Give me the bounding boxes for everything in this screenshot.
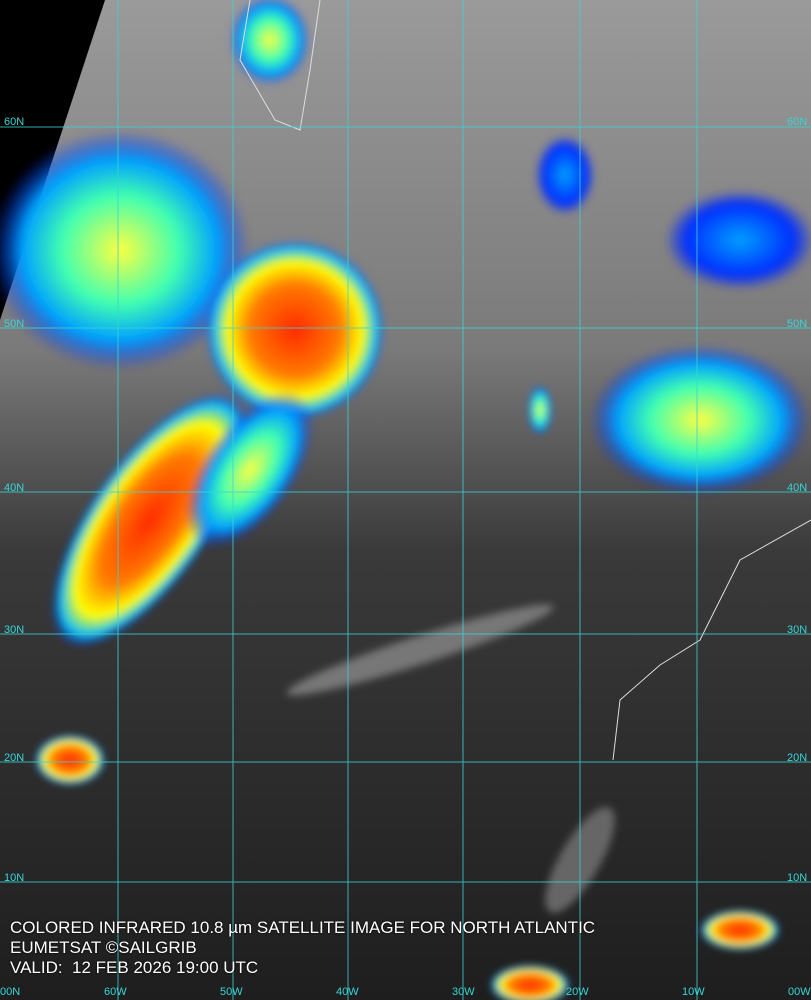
cold-front [50,392,250,648]
storm-south [490,965,570,1000]
lat-label: 40N [4,482,25,494]
africa-coastline [612,519,811,761]
cloud-canada [0,130,250,370]
storm-north [205,240,385,420]
storm-caribbean [35,735,105,785]
lon-label: 10W [682,986,705,998]
greenland-coastline [239,0,321,131]
image-credit: EUMETSAT ©SAILGRIB [10,938,197,957]
lon-label: 60W [104,986,127,998]
greenland-cold [230,0,310,85]
cloud-band [186,391,314,549]
lon-label: 00W [788,986,811,998]
lat-label-right: 20N [787,752,808,764]
valid-time: VALID: 12 FEB 2026 19:00 UTC [10,958,259,977]
cloud-iberia [590,345,810,495]
lat-label: 20N [4,752,25,764]
lat-label-right: 30N [787,624,808,636]
lat-label-right: 60N [787,116,808,128]
cloud-uk [665,190,811,290]
lat-label: 30N [4,624,25,636]
lon-label: 30W [452,986,475,998]
lat-label: 60N [4,116,25,128]
lat-label-right: 50N [787,318,808,330]
lon-label: 20W [566,986,589,998]
lat-label: 10N [4,872,25,884]
cloud-small [535,135,595,215]
lat-label: 50N [4,318,25,330]
lat-label-right: 10N [787,872,808,884]
lon-label: 00N [0,986,21,998]
lon-label: 50W [220,986,243,998]
image-title: COLORED INFRARED 10.8 µm SATELLITE IMAGE… [10,918,596,937]
cloud-cell [528,385,552,435]
lat-label-right: 40N [787,482,808,494]
cloud-streak [286,604,554,696]
lon-label: 40W [336,986,359,998]
storm-africa [700,910,780,950]
